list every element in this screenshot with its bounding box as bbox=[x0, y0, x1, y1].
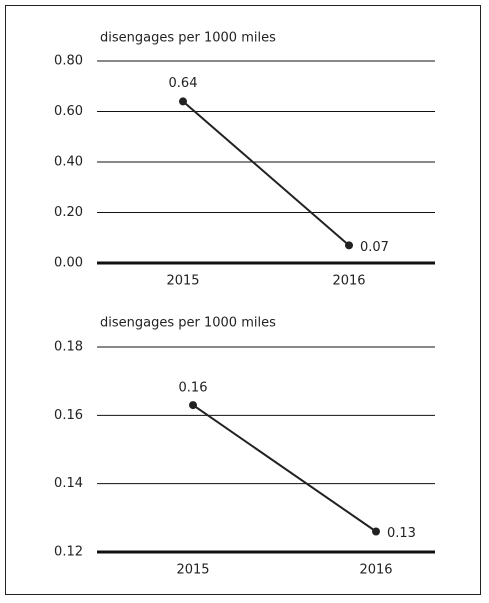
data-label: 0.64 bbox=[169, 76, 198, 91]
frame bbox=[5, 5, 481, 595]
line bbox=[182, 100, 350, 247]
y-tick-label: 0.60 bbox=[54, 104, 83, 119]
point bbox=[345, 241, 353, 250]
y-tick-label: 0.40 bbox=[54, 155, 83, 170]
point bbox=[179, 97, 187, 106]
data-label: 0.07 bbox=[360, 240, 389, 255]
point bbox=[372, 527, 380, 536]
y-tick-label: 0.16 bbox=[54, 408, 83, 423]
point bbox=[189, 401, 197, 410]
y-tick-label: 0.80 bbox=[54, 54, 83, 69]
axis-title: disengages per 1000 miles bbox=[100, 316, 276, 331]
y-tick-label: 0.00 bbox=[54, 256, 83, 271]
x-tick-label: 2016 bbox=[359, 563, 392, 578]
data-label: 0.16 bbox=[179, 381, 208, 396]
y-tick-label: 0.12 bbox=[54, 545, 83, 560]
x-tick-label: 2016 bbox=[332, 274, 365, 289]
line bbox=[192, 404, 377, 533]
x-tick-label: 2015 bbox=[166, 274, 199, 289]
data-label: 0.13 bbox=[387, 526, 416, 541]
y-tick-label: 0.18 bbox=[54, 340, 83, 355]
y-tick-label: 0.14 bbox=[54, 476, 83, 491]
axis-title: disengages per 1000 miles bbox=[100, 31, 276, 46]
y-tick-label: 0.20 bbox=[54, 205, 83, 220]
x-tick-label: 2015 bbox=[176, 563, 209, 578]
